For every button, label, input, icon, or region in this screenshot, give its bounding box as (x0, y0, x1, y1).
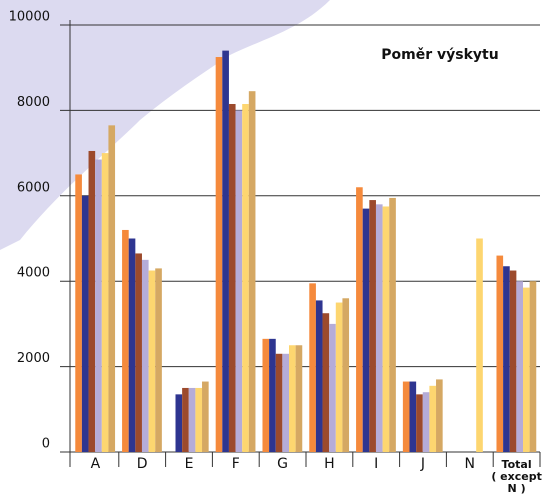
bar (336, 303, 343, 452)
y-tick-label: 4000 (17, 266, 50, 281)
bar (530, 281, 537, 452)
bar (376, 204, 383, 452)
bar (216, 57, 223, 452)
bar (429, 386, 436, 452)
bar (102, 153, 109, 452)
y-tick-label: 6000 (17, 180, 50, 195)
bar (369, 200, 376, 452)
bar (342, 298, 349, 452)
annotation: Poměr výskytu (381, 47, 498, 63)
y-tick-label: 2000 (17, 351, 50, 366)
bar (269, 339, 276, 452)
y-tick-label: 10000 (9, 10, 50, 25)
bar (329, 324, 336, 452)
bar (229, 104, 236, 452)
chart-page: Poměr výskytu 0200040006000800010000 ADE… (0, 0, 545, 495)
bar (296, 345, 303, 452)
bar (249, 91, 256, 452)
bar (323, 313, 330, 452)
bar (416, 394, 423, 452)
bar (503, 266, 510, 452)
bar (108, 125, 115, 452)
bar (82, 196, 89, 452)
bar (129, 239, 136, 453)
bar (403, 382, 410, 452)
bar (436, 379, 443, 452)
y-tick-label: 8000 (17, 95, 50, 110)
chart: Poměr výskytu 0 2000 4000 6000 8000 10000 (0, 0, 545, 495)
y-tick-label: 0 (42, 437, 50, 452)
x-tick-label: Total ( except N ) (487, 459, 545, 495)
bar (149, 271, 156, 452)
bar (189, 388, 196, 452)
bar (222, 51, 229, 452)
bar (202, 382, 209, 452)
bar (363, 209, 370, 452)
bar (142, 260, 149, 452)
bar (95, 160, 102, 452)
bar (309, 283, 316, 452)
bar (356, 187, 363, 452)
bar (242, 104, 249, 452)
bar (410, 382, 417, 452)
bar (476, 239, 483, 453)
bar (389, 198, 396, 452)
bar (276, 354, 283, 452)
bar (176, 394, 183, 452)
bar (262, 339, 269, 452)
bar (289, 345, 296, 452)
bar (236, 110, 243, 452)
bar (496, 256, 503, 452)
bar (516, 281, 523, 452)
bar (423, 392, 430, 452)
bar (523, 288, 530, 452)
bar (316, 300, 323, 452)
background-brush (0, 0, 330, 250)
bar (75, 174, 82, 452)
bar (122, 230, 129, 452)
bar (510, 271, 517, 452)
bar (282, 354, 289, 452)
bar (195, 388, 202, 452)
bar (155, 268, 162, 452)
bar (135, 253, 142, 452)
bar (383, 206, 390, 452)
bar (89, 151, 96, 452)
bar (182, 388, 189, 452)
